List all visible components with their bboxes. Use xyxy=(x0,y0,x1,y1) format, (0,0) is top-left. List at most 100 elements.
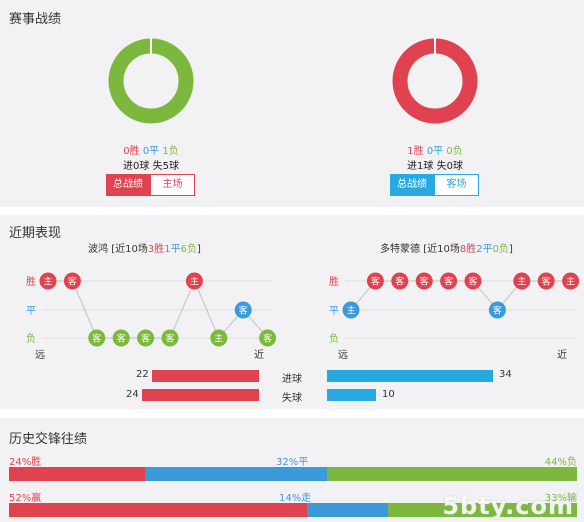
away-row-label-w: 胜 xyxy=(329,276,339,288)
watermark-logo: 5bty.com xyxy=(442,492,574,520)
home-record-wdl: 0胜 0平 1负 xyxy=(91,142,211,157)
svg-text:客: 客 xyxy=(468,276,477,288)
home-goals-against: 失5球 xyxy=(152,161,179,172)
home-form-suffix: ] xyxy=(196,244,201,255)
home-form-prefix: [近10场 xyxy=(111,244,148,255)
away-match-marker[interactable]: 主 xyxy=(342,301,360,319)
history-panel: 历史交锋往绩 24%胜 32%平 44%负 52%赢 14%走 33%输 5bt… xyxy=(0,418,584,522)
home-match-marker[interactable]: 客 xyxy=(63,272,81,290)
away-match-marker[interactable]: 主 xyxy=(562,272,580,290)
away-team-name: 多特蒙德 xyxy=(380,244,420,255)
svg-text:客: 客 xyxy=(117,333,126,345)
home-row-label-w: 胜 xyxy=(26,276,36,288)
history-handicap-bar xyxy=(9,503,577,517)
home-goals-for-bar xyxy=(152,370,259,382)
home-goals-against-value: 24 xyxy=(126,389,139,400)
history-draw-segment xyxy=(145,467,328,481)
away-near-label: 近 xyxy=(557,348,567,361)
handicap-win-label: 52%赢 xyxy=(9,493,42,504)
svg-text:客: 客 xyxy=(395,276,404,288)
svg-text:主: 主 xyxy=(214,333,223,345)
svg-text:客: 客 xyxy=(92,333,101,345)
away-form-line xyxy=(350,280,571,311)
away-form-wins: 8胜 xyxy=(459,244,477,255)
home-goals-for-value: 22 xyxy=(136,369,149,380)
home-match-marker[interactable]: 客 xyxy=(137,329,155,347)
home-match-marker[interactable]: 客 xyxy=(234,301,252,319)
away-record-goals: 进1球 失0球 xyxy=(375,157,495,172)
handicap-push-label: 14%走 xyxy=(279,493,312,504)
section-title-record: 赛事战绩 xyxy=(9,12,62,27)
away-form-header: 多特蒙德 [近10场8胜2平0负] xyxy=(380,240,513,255)
away-match-marker[interactable]: 客 xyxy=(366,272,384,290)
handicap-push-segment xyxy=(307,503,388,517)
home-record-tabs: 总战绩 主场 xyxy=(106,174,195,196)
history-win-segment xyxy=(9,467,146,481)
section-title-history: 历史交锋往绩 xyxy=(9,432,88,447)
home-match-marker[interactable]: 客 xyxy=(112,329,130,347)
handicap-loss-label: 33%输 xyxy=(544,493,577,504)
away-match-marker[interactable]: 客 xyxy=(415,272,433,290)
history-loss-segment xyxy=(327,467,577,481)
away-form-suffix: ] xyxy=(508,244,513,255)
away-goals-for: 进1球 xyxy=(407,161,434,172)
home-row-label-d: 平 xyxy=(26,306,36,317)
svg-text:客: 客 xyxy=(444,276,453,288)
handicap-win-segment xyxy=(9,503,308,517)
svg-text:客: 客 xyxy=(493,305,502,317)
goals-against-label: 失球 xyxy=(282,393,302,404)
home-record-donut xyxy=(108,38,194,124)
away-match-marker[interactable]: 客 xyxy=(391,272,409,290)
home-team-name: 波鸿 xyxy=(88,244,108,255)
tab-away-total[interactable]: 总战绩 xyxy=(390,174,434,196)
section-title-recent: 近期表现 xyxy=(9,226,62,241)
svg-text:客: 客 xyxy=(263,333,272,345)
history-result-bar xyxy=(9,467,577,481)
home-record-goals: 进0球 失5球 xyxy=(91,157,211,172)
home-goals-against-bar xyxy=(142,389,259,401)
svg-text:主: 主 xyxy=(517,276,526,288)
away-match-marker[interactable]: 客 xyxy=(440,272,458,290)
svg-text:客: 客 xyxy=(542,276,551,288)
home-form-wins: 3胜 xyxy=(147,244,165,255)
svg-text:客: 客 xyxy=(239,305,248,317)
svg-text:主: 主 xyxy=(566,276,575,288)
home-match-marker[interactable]: 客 xyxy=(88,329,106,347)
away-form-draws: 2平 xyxy=(476,244,493,255)
handicap-loss-segment xyxy=(387,503,577,517)
home-match-marker[interactable]: 客 xyxy=(161,329,179,347)
home-form-losses: 6负 xyxy=(180,244,197,255)
home-form-line xyxy=(48,279,269,340)
away-match-marker[interactable]: 客 xyxy=(464,272,482,290)
home-match-marker[interactable]: 主 xyxy=(39,272,57,290)
svg-text:主: 主 xyxy=(346,305,355,317)
home-match-marker[interactable]: 主 xyxy=(210,329,228,347)
tab-home-total[interactable]: 总战绩 xyxy=(106,174,150,196)
home-row-label-l: 负 xyxy=(26,332,36,345)
away-goals-against-bar xyxy=(327,389,376,401)
tab-away-venue[interactable]: 客场 xyxy=(434,174,479,196)
history-loss-label: 44%负 xyxy=(544,457,577,468)
away-match-marker[interactable]: 主 xyxy=(513,272,531,290)
svg-text:主: 主 xyxy=(190,276,199,288)
away-row-label-l: 负 xyxy=(329,332,339,345)
svg-text:主: 主 xyxy=(43,276,52,288)
away-goals-for-bar xyxy=(327,370,493,382)
goals-for-label: 进球 xyxy=(282,374,302,385)
away-goals-against: 失0球 xyxy=(436,161,463,172)
away-draw-count: 0平 xyxy=(426,146,444,157)
svg-text:客: 客 xyxy=(371,276,380,288)
home-goals-for: 进0球 xyxy=(123,161,150,172)
svg-text:客: 客 xyxy=(68,276,77,288)
home-match-marker[interactable]: 客 xyxy=(259,329,277,347)
home-match-marker[interactable]: 主 xyxy=(185,272,203,290)
away-match-marker[interactable]: 客 xyxy=(488,301,506,319)
home-form-chart: 胜平负主 客客客客客主主客客远近 xyxy=(26,272,277,361)
history-draw-label: 32%平 xyxy=(276,457,309,468)
away-match-marker[interactable]: 客 xyxy=(537,272,555,290)
home-form-draws: 1平 xyxy=(164,244,181,255)
svg-text:客: 客 xyxy=(141,333,150,345)
home-draw-count: 0平 xyxy=(142,146,160,157)
away-goals-against-value: 10 xyxy=(382,389,395,400)
tab-home-venue[interactable]: 主场 xyxy=(150,174,195,196)
